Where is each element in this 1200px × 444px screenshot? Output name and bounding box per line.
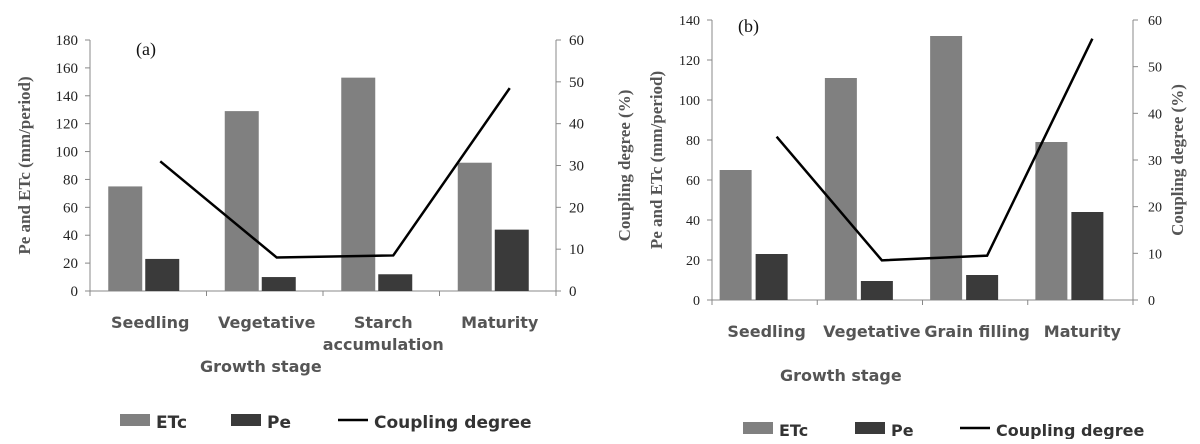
- legend-label-pe: Pe: [891, 421, 914, 439]
- chart-panel-b: 0 20 40 60 80 100 120 140 0 10 20 30 40 50 60 Seedling V…: [647, 14, 1187, 439]
- bar-etc: [1035, 142, 1067, 300]
- y2-tick-label: 60: [569, 33, 584, 49]
- y2-tick-label: 50: [569, 75, 584, 91]
- y-axis-title: Pe and ETc (mm/period): [15, 76, 34, 254]
- y-tick-label: 120: [679, 54, 700, 69]
- bar-pe: [1071, 212, 1103, 300]
- y-tick-label: 20: [686, 254, 700, 269]
- bar-pe: [966, 275, 998, 300]
- y-axis-title: Pe and ETc (mm/period): [647, 71, 666, 249]
- bar-pe: [378, 274, 412, 291]
- bar-etc: [930, 36, 962, 300]
- y-tick-label: 120: [56, 117, 79, 133]
- x-category-label: Seedling: [727, 322, 806, 341]
- x-category-label: Maturity: [461, 313, 539, 332]
- legend-swatch-pe: [855, 422, 885, 434]
- bar-etc: [458, 163, 492, 291]
- line-coupling-degree: [160, 88, 510, 257]
- legend-label-pe: Pe: [267, 413, 291, 433]
- bar-etc: [225, 111, 259, 291]
- x-category-label: Maturity: [1044, 322, 1122, 341]
- y-tick-label: 140: [679, 14, 700, 29]
- y2-tick-label: 60: [1148, 14, 1162, 29]
- bar-pe: [495, 230, 529, 291]
- legend-swatch-etc: [120, 414, 150, 426]
- y2-tick-label: 50: [1148, 61, 1162, 76]
- x-category-label: Vegetative: [218, 313, 316, 332]
- y2-axis-title: Coupling degree (%): [1168, 84, 1187, 236]
- legend-label-etc: ETc: [779, 421, 808, 439]
- panel-label: (a): [136, 39, 156, 60]
- bar-pe: [262, 277, 296, 291]
- legend-swatch-pe: [231, 414, 261, 426]
- bar-etc: [108, 186, 142, 291]
- x-category-label: Seedling: [111, 313, 190, 332]
- legend: ETc Pe Coupling degree: [743, 421, 1144, 439]
- legend-label-coupling-degree: Coupling degree: [996, 421, 1144, 439]
- y-tick-label: 40: [63, 228, 78, 244]
- bar-etc: [720, 170, 752, 300]
- panel-label: (b): [738, 16, 759, 37]
- chart-panel-a: 0 20 40 60 80 100 120 140 160 180 0 10 20 30 40 50 60 See…: [15, 33, 634, 433]
- y-tick-label: 60: [63, 200, 78, 216]
- y-tick-label: 40: [686, 214, 700, 229]
- legend-swatch-etc: [743, 422, 773, 434]
- x-category-label: Grain filling: [924, 322, 1029, 341]
- x-category-label: Starch: [354, 313, 413, 332]
- y-tick-label: 140: [56, 89, 79, 105]
- y2-axis-title: Coupling degree (%): [615, 90, 634, 242]
- y2-tick-label: 30: [569, 159, 584, 175]
- legend-label-coupling-degree: Coupling degree: [374, 413, 532, 433]
- y-tick-label: 60: [686, 174, 700, 189]
- y-tick-label: 0: [693, 294, 700, 309]
- x-category-label: Vegetative: [823, 322, 921, 341]
- y2-tick-label: 10: [569, 242, 584, 258]
- bar-etc: [825, 78, 857, 300]
- bar-etc: [341, 78, 375, 291]
- y-tick-label: 80: [686, 134, 700, 149]
- y-tick-label: 100: [56, 145, 79, 161]
- y2-tick-label: 30: [1148, 154, 1162, 169]
- y2-tick-label: 40: [569, 117, 584, 133]
- legend: ETc Pe Coupling degree: [120, 413, 532, 433]
- y2-tick-label: 0: [1148, 294, 1155, 309]
- y2-tick-label: 20: [1148, 201, 1162, 216]
- bar-pe: [145, 259, 179, 291]
- y2-tick-label: 10: [1148, 247, 1162, 262]
- x-axis-title: Growth stage: [200, 357, 322, 376]
- y-tick-label: 80: [63, 172, 78, 188]
- bar-pe: [861, 281, 893, 300]
- y-tick-label: 180: [56, 33, 79, 49]
- x-axis-title: Growth stage: [780, 366, 902, 385]
- y-tick-label: 160: [56, 61, 79, 77]
- y-tick-label: 20: [63, 256, 78, 272]
- legend-label-etc: ETc: [156, 413, 187, 433]
- y-tick-label: 0: [71, 284, 79, 300]
- bar-pe: [756, 254, 788, 300]
- y2-tick-label: 0: [569, 284, 577, 300]
- y-tick-label: 100: [679, 94, 700, 109]
- x-category-label: accumulation: [323, 335, 444, 354]
- y2-tick-label: 20: [569, 200, 584, 216]
- y2-tick-label: 40: [1148, 107, 1162, 122]
